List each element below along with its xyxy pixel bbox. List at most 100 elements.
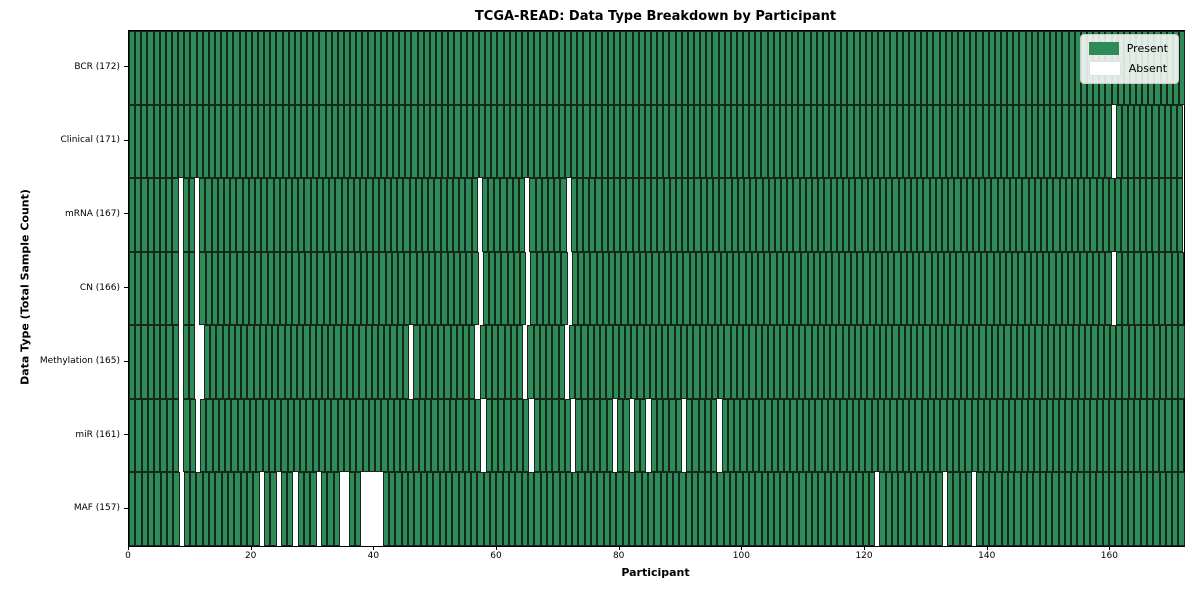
- heatmap-cell: [317, 251, 324, 326]
- heatmap-cell: [391, 251, 398, 326]
- chart-title: TCGA-READ: Data Type Breakdown by Partic…: [474, 9, 837, 24]
- heatmap-cell: [399, 104, 406, 179]
- heatmap-cell: [1146, 472, 1154, 547]
- heatmap-cell: [384, 178, 392, 252]
- heatmap-cell: [264, 104, 271, 179]
- heatmap-cell: [348, 251, 355, 326]
- heatmap-cell: [323, 251, 330, 326]
- heatmap-cell: [552, 325, 559, 399]
- heatmap-cell: [868, 472, 876, 547]
- heatmap-cell: [793, 472, 800, 547]
- heatmap-cell: [270, 104, 277, 179]
- y-tick-mark: [124, 66, 128, 68]
- heatmap-cell: [700, 104, 707, 179]
- legend-entry-absent: Absent: [1088, 61, 1168, 76]
- heatmap-cell: [160, 398, 167, 473]
- heatmap-cell: [571, 31, 578, 105]
- heatmap-cell: [923, 178, 930, 252]
- heatmap-cell: [1097, 325, 1104, 399]
- heatmap-cell: [566, 178, 571, 252]
- heatmap-cell: [1078, 178, 1085, 252]
- heatmap-cell: [1165, 251, 1172, 326]
- heatmap-cell: [1121, 251, 1129, 326]
- heatmap-cell: [810, 104, 817, 179]
- heatmap-cell: [353, 325, 360, 399]
- heatmap-cell: [911, 325, 918, 399]
- heatmap-cell: [836, 178, 843, 252]
- heatmap-cell: [999, 251, 1007, 326]
- heatmap-cell: [444, 325, 451, 399]
- heatmap-cell: [166, 472, 174, 547]
- heatmap-cell: [1109, 472, 1116, 547]
- heatmap-cell: [951, 104, 958, 179]
- heatmap-cell: [595, 178, 602, 252]
- heatmap-cell: [1105, 251, 1112, 326]
- heatmap-cell: [178, 178, 183, 252]
- heatmap-cell: [236, 251, 243, 326]
- heatmap-cell: [1084, 398, 1091, 473]
- heatmap-cell: [497, 104, 504, 179]
- heatmap-cell: [761, 104, 768, 179]
- heatmap-cell: [483, 472, 491, 547]
- heatmap-cell: [190, 472, 197, 547]
- heatmap-cell: [408, 472, 415, 547]
- heatmap-cell: [686, 398, 693, 473]
- heatmap-cell: [331, 104, 338, 179]
- heatmap-cell: [591, 472, 598, 547]
- heatmap-cell: [618, 325, 625, 399]
- heatmap-cell: [431, 398, 438, 473]
- heatmap-cell: [945, 104, 952, 179]
- heatmap-cell: [552, 104, 559, 179]
- y-tick-label: miR (161): [75, 429, 120, 440]
- heatmap-cell: [135, 251, 142, 326]
- heatmap-cell: [1033, 472, 1040, 547]
- heatmap-cell: [331, 398, 338, 473]
- heatmap-cell: [729, 472, 737, 547]
- heatmap-cell: [1050, 104, 1057, 179]
- heatmap-cell: [400, 398, 407, 473]
- x-tick-mark: [864, 546, 866, 550]
- heatmap-cell: [182, 178, 189, 252]
- heatmap-cell: [389, 472, 396, 547]
- heatmap-cell: [892, 325, 899, 399]
- heatmap-cell: [654, 472, 661, 547]
- heatmap-cell: [418, 398, 425, 473]
- heatmap-cell: [460, 31, 467, 105]
- heatmap-cell: [328, 325, 335, 399]
- heatmap-cell: [471, 178, 478, 252]
- heatmap-cell: [1146, 104, 1153, 179]
- heatmap-cell: [385, 251, 392, 326]
- y-tick-mark: [124, 507, 128, 509]
- heatmap-cell: [313, 104, 320, 179]
- heatmap-cell: [774, 178, 782, 252]
- heatmap-cell: [1053, 178, 1060, 252]
- heatmap-cell: [1146, 251, 1153, 326]
- heatmap-cell: [1055, 251, 1062, 326]
- heatmap-cell: [1122, 325, 1129, 399]
- heatmap-cell: [248, 178, 255, 252]
- heatmap-cell: [657, 178, 664, 252]
- heatmap-cell: [1046, 398, 1053, 473]
- heatmap-cell: [526, 251, 531, 326]
- heatmap-cell: [227, 31, 234, 105]
- heatmap-cell: [888, 251, 895, 326]
- heatmap-cell: [620, 104, 627, 179]
- heatmap-cell: [368, 31, 375, 105]
- heatmap-cell: [259, 325, 267, 399]
- heatmap-cell: [607, 104, 615, 179]
- heatmap-cell: [802, 398, 809, 473]
- heatmap-cell: [1152, 398, 1159, 473]
- heatmap-cell: [793, 178, 800, 252]
- heatmap-cell: [1074, 251, 1081, 326]
- heatmap-cell: [1170, 178, 1178, 252]
- heatmap-cell: [973, 325, 980, 399]
- heatmap-cell: [564, 398, 571, 473]
- heatmap-cell: [178, 251, 183, 326]
- heatmap-cell: [1159, 398, 1166, 473]
- heatmap-cell: [491, 31, 498, 105]
- heatmap-cell: [712, 31, 719, 105]
- heatmap-cell: [465, 178, 472, 252]
- heatmap-cell: [293, 472, 298, 547]
- heatmap-cell: [717, 472, 724, 547]
- heatmap-cell: [346, 325, 354, 399]
